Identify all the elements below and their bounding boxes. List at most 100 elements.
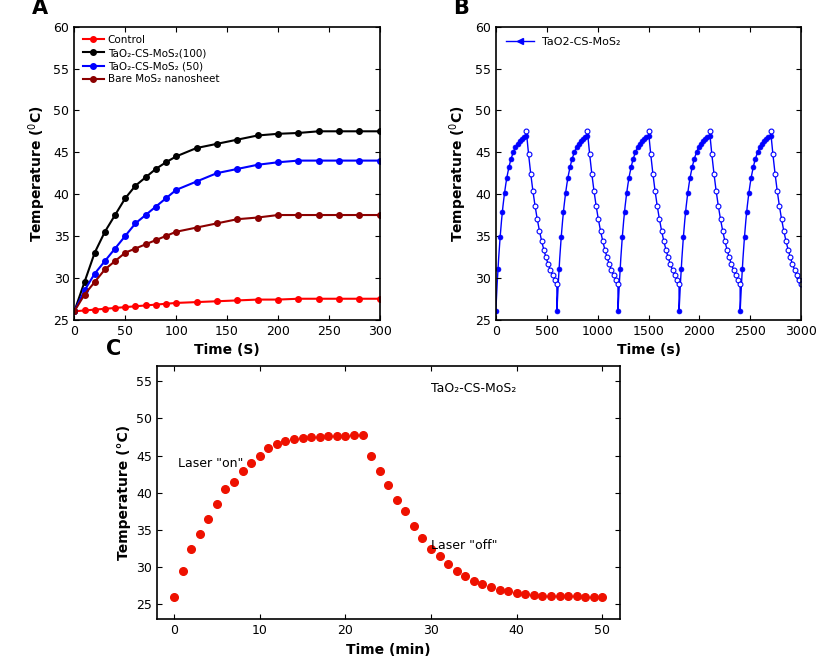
TaO₂-CS-MoS₂ (50) xyxy=(375,157,385,165)
Y-axis label: Temperature ($^0$C): Temperature ($^0$C) xyxy=(26,105,48,242)
TaO₂-CS-MoS₂(100) xyxy=(212,140,222,148)
TaO₂-CS-MoS₂(100) xyxy=(171,153,181,161)
TaO₂-CS-MoS₂ (50) xyxy=(314,157,324,165)
Bare MoS₂ nanosheet xyxy=(131,244,140,252)
Control xyxy=(232,296,242,304)
TaO₂-CS-MoS₂(100) xyxy=(79,278,89,286)
TaO₂-CS-MoS₂ (50) xyxy=(100,257,110,265)
Control xyxy=(110,304,120,312)
Bare MoS₂ nanosheet xyxy=(232,215,242,223)
X-axis label: Time (s): Time (s) xyxy=(616,343,681,357)
Line: TaO₂-CS-MoS₂ (50): TaO₂-CS-MoS₂ (50) xyxy=(72,158,382,314)
Control xyxy=(90,306,100,314)
TaO₂-CS-MoS₂(100) xyxy=(131,182,140,190)
Control xyxy=(354,295,364,303)
Bare MoS₂ nanosheet xyxy=(171,228,181,236)
TaO₂-CS-MoS₂ (50) xyxy=(90,270,100,278)
Bare MoS₂ nanosheet xyxy=(192,224,202,232)
Bare MoS₂ nanosheet xyxy=(90,278,100,286)
TaO₂-CS-MoS₂ (50) xyxy=(171,186,181,194)
TaO₂-CS-MoS₂ (50) xyxy=(212,169,222,177)
Bare MoS₂ nanosheet xyxy=(140,240,150,248)
TaO₂-CS-MoS₂(100) xyxy=(140,173,150,181)
Bare MoS₂ nanosheet xyxy=(314,211,324,219)
TaO₂-CS-MoS₂ (50) xyxy=(151,202,161,210)
Control xyxy=(140,302,150,310)
TaO₂-CS-MoS₂(100) xyxy=(314,127,324,135)
TaO₂-CS-MoS₂ (50) xyxy=(334,157,344,165)
Control xyxy=(161,300,171,308)
Line: TaO₂-CS-MoS₂(100): TaO₂-CS-MoS₂(100) xyxy=(72,129,382,314)
Bare MoS₂ nanosheet xyxy=(100,266,110,274)
X-axis label: Time (S): Time (S) xyxy=(194,343,260,357)
TaO₂-CS-MoS₂(100) xyxy=(273,130,282,138)
Line: Control: Control xyxy=(72,296,382,314)
TaO₂-CS-MoS₂(100) xyxy=(253,131,263,139)
Text: B: B xyxy=(453,0,469,18)
TaO₂-CS-MoS₂ (50) xyxy=(131,219,140,227)
Control xyxy=(100,305,110,313)
Bare MoS₂ nanosheet xyxy=(334,211,344,219)
Control xyxy=(131,302,140,310)
Text: Laser "on": Laser "on" xyxy=(178,457,244,470)
Control xyxy=(375,295,385,303)
Text: C: C xyxy=(106,339,121,359)
TaO₂-CS-MoS₂ (50) xyxy=(354,157,364,165)
Text: A: A xyxy=(31,0,48,18)
TaO₂-CS-MoS₂(100) xyxy=(354,127,364,135)
TaO₂-CS-MoS₂ (50) xyxy=(192,178,202,186)
TaO₂-CS-MoS₂(100) xyxy=(161,159,171,166)
TaO₂-CS-MoS₂(100) xyxy=(334,127,344,135)
Text: TaO₂-CS-MoS₂: TaO₂-CS-MoS₂ xyxy=(431,382,516,396)
TaO₂-CS-MoS₂ (50) xyxy=(273,159,282,166)
Y-axis label: Temperature ($^0$C): Temperature ($^0$C) xyxy=(448,105,469,242)
Bare MoS₂ nanosheet xyxy=(79,290,89,298)
TaO₂-CS-MoS₂(100) xyxy=(90,248,100,256)
TaO₂-CS-MoS₂ (50) xyxy=(140,211,150,219)
Legend: TaO2-CS-MoS₂: TaO2-CS-MoS₂ xyxy=(501,32,625,51)
Bare MoS₂ nanosheet xyxy=(273,211,282,219)
Control xyxy=(171,299,181,307)
TaO₂-CS-MoS₂ (50) xyxy=(293,157,303,165)
Text: Laser "off": Laser "off" xyxy=(431,539,497,551)
TaO₂-CS-MoS₂(100) xyxy=(69,307,79,315)
Bare MoS₂ nanosheet xyxy=(110,257,120,265)
Control xyxy=(253,296,263,304)
Control xyxy=(314,295,324,303)
TaO₂-CS-MoS₂ (50) xyxy=(232,165,242,173)
TaO₂-CS-MoS₂ (50) xyxy=(161,194,171,202)
Control xyxy=(121,303,131,311)
Bare MoS₂ nanosheet xyxy=(161,232,171,240)
TaO₂-CS-MoS₂ (50) xyxy=(79,286,89,294)
Control xyxy=(212,297,222,305)
Bare MoS₂ nanosheet xyxy=(151,236,161,244)
Bare MoS₂ nanosheet xyxy=(293,211,303,219)
TaO₂-CS-MoS₂(100) xyxy=(151,165,161,173)
Bare MoS₂ nanosheet xyxy=(121,248,131,256)
TaO₂-CS-MoS₂(100) xyxy=(110,211,120,219)
TaO₂-CS-MoS₂(100) xyxy=(293,129,303,137)
TaO₂-CS-MoS₂(100) xyxy=(192,144,202,152)
Control xyxy=(273,296,282,304)
TaO₂-CS-MoS₂(100) xyxy=(100,228,110,236)
Bare MoS₂ nanosheet xyxy=(375,211,385,219)
TaO₂-CS-MoS₂(100) xyxy=(375,127,385,135)
Legend: Control, TaO₂-CS-MoS₂(100), TaO₂-CS-MoS₂ (50), Bare MoS₂ nanosheet: Control, TaO₂-CS-MoS₂(100), TaO₂-CS-MoS₂… xyxy=(79,32,222,87)
TaO₂-CS-MoS₂ (50) xyxy=(69,307,79,315)
Control xyxy=(69,307,79,315)
TaO₂-CS-MoS₂(100) xyxy=(121,194,131,202)
TaO₂-CS-MoS₂ (50) xyxy=(110,244,120,252)
X-axis label: Time (min): Time (min) xyxy=(346,643,430,657)
Bare MoS₂ nanosheet xyxy=(69,307,79,315)
Control xyxy=(334,295,344,303)
Bare MoS₂ nanosheet xyxy=(354,211,364,219)
Bare MoS₂ nanosheet xyxy=(212,219,222,227)
Control xyxy=(192,298,202,306)
TaO₂-CS-MoS₂ (50) xyxy=(121,232,131,240)
Control xyxy=(79,306,89,314)
Y-axis label: Temperature (°C): Temperature (°C) xyxy=(116,426,131,560)
TaO₂-CS-MoS₂(100) xyxy=(232,136,242,144)
Line: Bare MoS₂ nanosheet: Bare MoS₂ nanosheet xyxy=(72,212,382,314)
TaO₂-CS-MoS₂ (50) xyxy=(253,161,263,168)
Control xyxy=(151,300,161,308)
